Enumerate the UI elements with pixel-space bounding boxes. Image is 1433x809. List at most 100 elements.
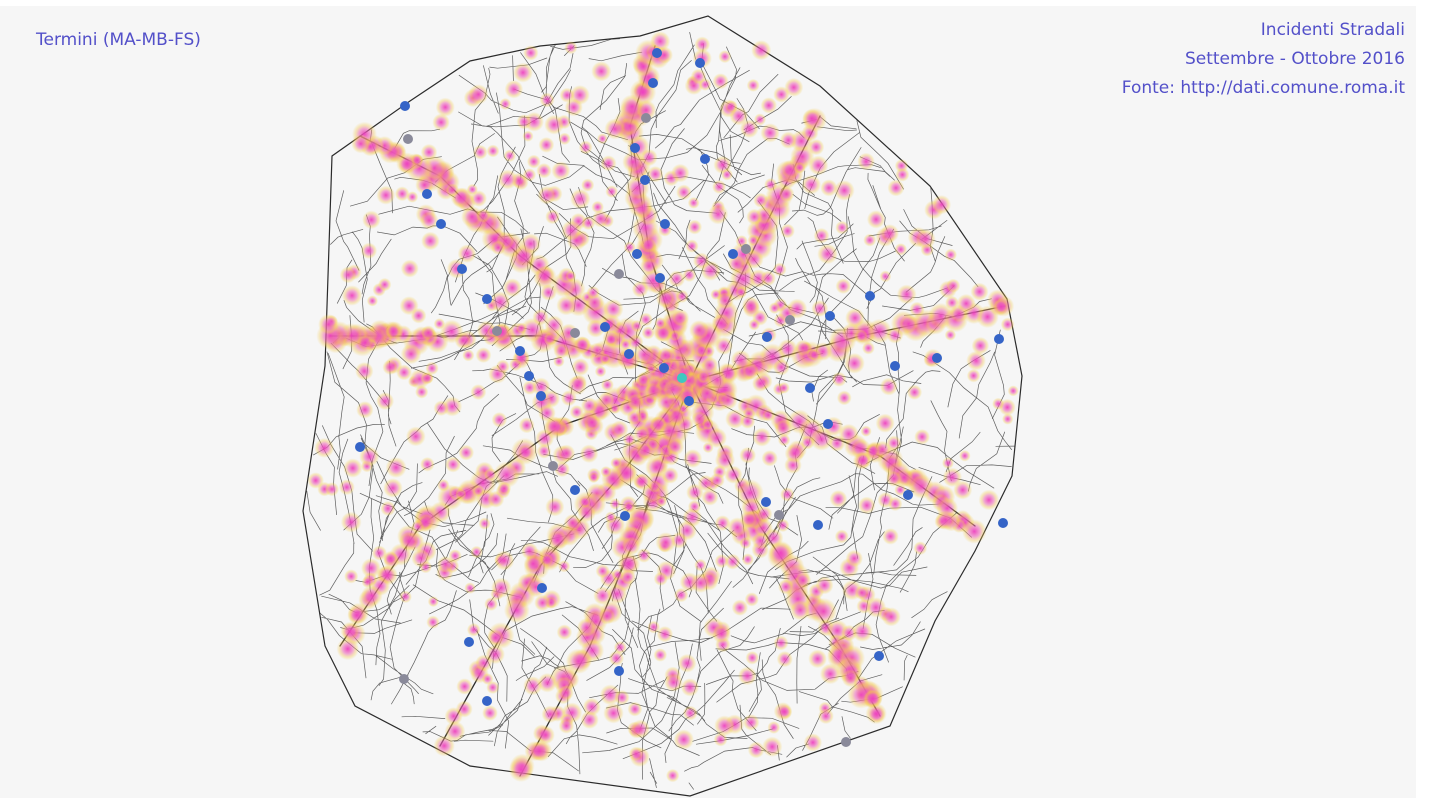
metro-station-marker[interactable] [655,273,665,283]
accident-point [347,605,367,625]
accident-point [993,298,1009,315]
accident-point [731,599,749,616]
metro-station-marker[interactable] [841,737,851,747]
accident-point [586,286,600,300]
accident-point [588,472,600,484]
metro-station-marker[interactable] [614,666,624,676]
accident-point [753,113,767,126]
metro-station-marker[interactable] [464,637,474,647]
metro-station-marker[interactable] [728,249,738,259]
accident-point [537,185,557,205]
metro-station-marker[interactable] [492,326,502,336]
accident-point [361,576,374,588]
accident-point [780,223,795,239]
accident-heat-layer [307,31,1019,783]
metro-station-marker[interactable] [903,490,913,500]
metro-station-marker[interactable] [457,264,467,274]
metro-station-marker[interactable] [570,485,580,495]
accident-point [433,318,446,330]
metro-station-marker[interactable] [762,332,772,342]
accident-point [784,443,805,464]
accident-point [556,624,573,640]
metro-station-marker[interactable] [695,58,705,68]
metro-station-marker[interactable] [548,461,558,471]
accident-point [773,635,789,651]
metro-station-marker[interactable] [403,134,413,144]
accident-point [499,98,512,110]
metro-station-marker[interactable] [515,346,525,356]
accident-point [435,97,455,117]
metro-station-marker[interactable] [632,249,642,259]
metro-station-marker[interactable] [761,497,771,507]
accident-point [768,302,781,314]
metro-station-marker[interactable] [865,291,875,301]
metro-station-marker[interactable] [640,175,650,185]
metro-station-marker[interactable] [932,353,942,363]
metro-station-marker[interactable] [994,334,1004,344]
accident-point [794,572,812,589]
metro-station-marker[interactable] [620,511,630,521]
accident-point [475,208,491,223]
metro-station-marker[interactable] [741,244,751,254]
accident-point [690,68,707,85]
metro-station-marker[interactable] [684,396,694,406]
accident-point [543,332,557,346]
metro-station-marker[interactable] [400,101,410,111]
accident-point [727,254,746,273]
metro-station-marker[interactable] [482,696,492,706]
metro-station-marker[interactable] [614,269,624,279]
accident-point [746,78,760,92]
accident-point [740,413,756,429]
accident-point [541,705,559,723]
accident-point [314,437,335,458]
metro-station-marker[interactable] [659,363,669,373]
metro-station-marker[interactable] [825,311,835,321]
accident-point [425,361,439,375]
metro-station-marker[interactable] [624,349,634,359]
accident-point [475,347,492,363]
map-stage[interactable]: Termini (MA-MB-FS) Incidenti Stradali Se… [0,6,1416,798]
metro-station-marker[interactable] [874,651,884,661]
accident-point [808,139,825,156]
accident-point [811,300,829,317]
accident-point [685,239,699,253]
metro-station-marker[interactable] [823,419,833,429]
metro-station-marker[interactable] [700,154,710,164]
accident-point [673,729,694,750]
metro-station-marker[interactable] [813,520,823,530]
metro-station-marker[interactable] [482,294,492,304]
metro-station-marker[interactable] [570,328,580,338]
accident-point [862,341,875,355]
accident-point [604,118,626,140]
metro-station-marker[interactable] [641,113,651,123]
accident-point [405,426,426,447]
accident-point [639,256,659,276]
accident-point [410,307,427,324]
metro-station-marker[interactable] [630,143,640,153]
accident-point [803,733,823,752]
metro-station-marker[interactable] [399,674,409,684]
metro-station-marker[interactable] [652,48,662,58]
accident-point [725,409,745,429]
accidents-map[interactable] [0,6,1416,798]
metro-station-marker[interactable] [774,510,784,520]
metro-station-marker[interactable] [805,383,815,393]
metro-station-marker[interactable] [600,322,610,332]
accident-point [508,757,534,782]
accident-point [718,390,738,410]
accident-point [741,553,754,566]
metro-station-marker[interactable] [422,189,432,199]
selected-station-marker[interactable] [677,373,687,383]
metro-station-marker[interactable] [785,315,795,325]
metro-station-marker[interactable] [355,442,365,452]
metro-station-marker[interactable] [998,518,1008,528]
metro-station-marker[interactable] [436,219,446,229]
metro-station-marker[interactable] [660,219,670,229]
accident-point [611,568,624,581]
metro-station-marker[interactable] [524,371,534,381]
metro-station-marker[interactable] [890,361,900,371]
metro-station-marker[interactable] [537,583,547,593]
accident-point [866,210,886,229]
metro-station-marker[interactable] [648,78,658,88]
metro-station-marker[interactable] [536,391,546,401]
